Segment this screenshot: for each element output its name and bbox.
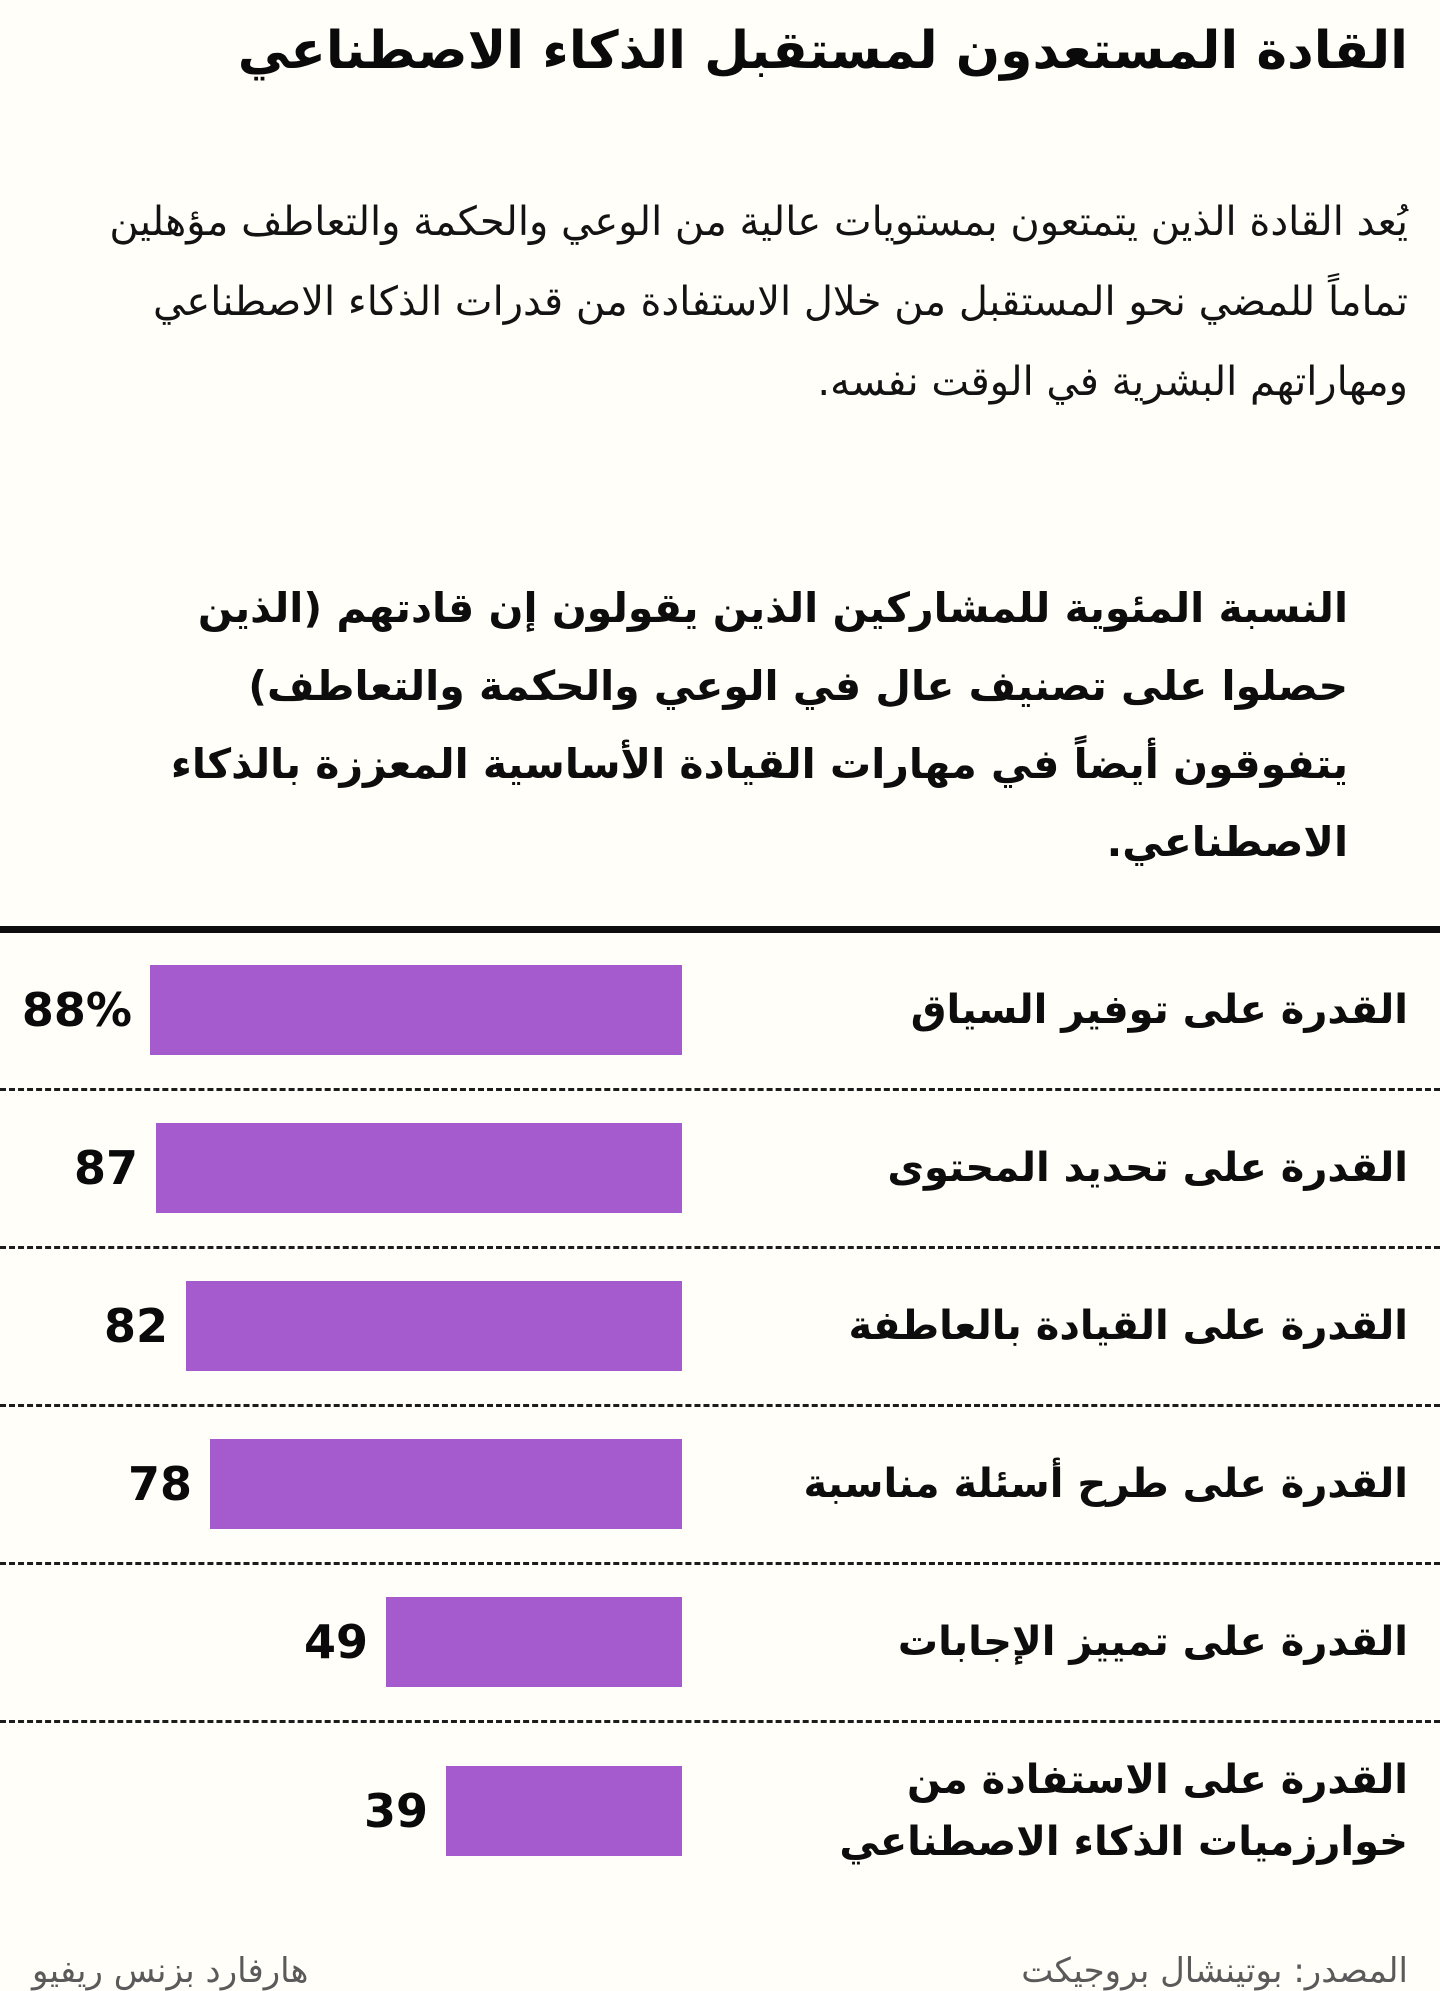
bar-row: 49 القدرة على تمييز الإجابات [0, 1565, 1440, 1723]
footer: هارفارد بزنس ريفيو المصدر: بوتينشال بروج… [0, 1951, 1440, 1991]
bar-row: 39 القدرة على الاستفادة من خوارزميات الذ… [0, 1723, 1440, 1899]
bar-label-zone: القدرة على القيادة بالعاطفة [682, 1295, 1440, 1357]
bar-label-zone: القدرة على الاستفادة من خوارزميات الذكاء… [682, 1749, 1440, 1873]
bar-value-label: 39 [363, 1783, 428, 1838]
bar-zone: 87 [0, 1123, 682, 1214]
bar-value-label: 87 [73, 1141, 138, 1196]
chart-heading: النسبة المئوية للمشاركين الذين يقولون إن… [170, 584, 1348, 866]
bar-value-label: 78 [127, 1457, 192, 1512]
bar-zone: 88% [0, 965, 682, 1056]
bar-zone: 39 [0, 1765, 682, 1856]
bar-row: 82 القدرة على القيادة بالعاطفة [0, 1249, 1440, 1407]
bar-label-zone: القدرة على طرح أسئلة مناسبة [682, 1453, 1440, 1515]
bar-chart: 88% القدرة على توفير السياق 87 القدرة عل… [0, 933, 1440, 1899]
bar-row: 88% القدرة على توفير السياق [0, 933, 1440, 1091]
bar-value-label: 82 [103, 1299, 168, 1354]
bar-zone: 78 [0, 1439, 682, 1530]
bar-row: 87 القدرة على تحديد المحتوى [0, 1091, 1440, 1249]
bar-category-label: القدرة على طرح أسئلة مناسبة [803, 1461, 1408, 1508]
publication-credit: هارفارد بزنس ريفيو [32, 1950, 309, 1991]
bar [186, 1281, 682, 1372]
bar [210, 1439, 682, 1530]
bar-zone: 49 [0, 1597, 682, 1688]
intro-paragraph: يُعد القادة الذين يتمتعون بمستويات عالية… [109, 199, 1408, 406]
bar-value-label: 49 [303, 1615, 368, 1670]
bar [386, 1597, 682, 1688]
divider-rule [0, 925, 1440, 933]
source-credit: المصدر: بوتينشال بروجيكت [1021, 1950, 1408, 1991]
bar-value-label: 88% [21, 983, 132, 1038]
bar-category-label: القدرة على تمييز الإجابات [897, 1619, 1408, 1666]
page-title: القادة المستعدون لمستقبل الذكاء الاصطناع… [237, 21, 1408, 81]
bar-row: 78 القدرة على طرح أسئلة مناسبة [0, 1407, 1440, 1565]
bar-zone: 82 [0, 1281, 682, 1372]
bar-category-label: القدرة على القيادة بالعاطفة [848, 1303, 1408, 1350]
bar-category-label: القدرة على توفير السياق [910, 987, 1408, 1034]
bar-label-zone: القدرة على تمييز الإجابات [682, 1611, 1440, 1673]
bar-category-label: القدرة على تحديد المحتوى [887, 1145, 1408, 1192]
infographic-header: القادة المستعدون لمستقبل الذكاء الاصطناع… [0, 0, 1440, 882]
bar-label-zone: القدرة على تحديد المحتوى [682, 1137, 1440, 1199]
bar-category-label: القدرة على الاستفادة من خوارزميات الذكاء… [839, 1756, 1408, 1865]
bar-label-zone: القدرة على توفير السياق [682, 979, 1440, 1041]
bar [150, 965, 682, 1056]
bar [446, 1765, 682, 1856]
bar [156, 1123, 682, 1214]
